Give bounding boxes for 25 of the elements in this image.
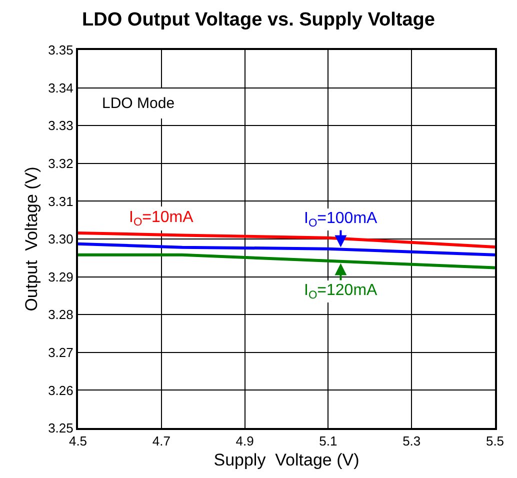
y-axis-title: Output Voltage (V): [22, 166, 42, 312]
x-tick-label: 5.5: [486, 434, 504, 449]
x-tick-label: 5.3: [402, 434, 421, 449]
y-tick-label: 3.34: [48, 80, 74, 96]
y-tick-label: 3.26: [48, 382, 74, 398]
annotation: I$_{O}$=120mA: [304, 282, 378, 302]
x-tick-label: 4.9: [236, 434, 254, 449]
x-tick-label: 4.5: [68, 434, 88, 449]
line-series: [78, 231, 495, 248]
y-tick-label: 3.32: [48, 156, 74, 171]
chart-title: LDO Output Voltage vs. Supply Voltage: [82, 9, 435, 30]
y-tick-label: 3.35: [48, 42, 74, 58]
y-tick-label: 3.30: [48, 232, 74, 247]
y-tick-label: 3.28: [48, 307, 74, 322]
x-tick-label: 5.1: [319, 434, 338, 449]
annotation: I$_{O}$=10mA: [129, 209, 194, 228]
annotation: I$_{O}$=100mA: [304, 210, 378, 230]
y-tick-label: 3.27: [48, 344, 74, 360]
y-tick-label: 3.29: [48, 269, 74, 284]
y-tick-label: 3.31: [48, 194, 74, 209]
annotation: LDO Mode: [102, 95, 175, 112]
x-axis-title: Supply Voltage (V): [214, 450, 360, 470]
y-tick-label: 3.33: [48, 118, 74, 134]
y-tick-label: 3.25: [48, 420, 74, 436]
x-tick-label: 4.7: [152, 434, 170, 449]
